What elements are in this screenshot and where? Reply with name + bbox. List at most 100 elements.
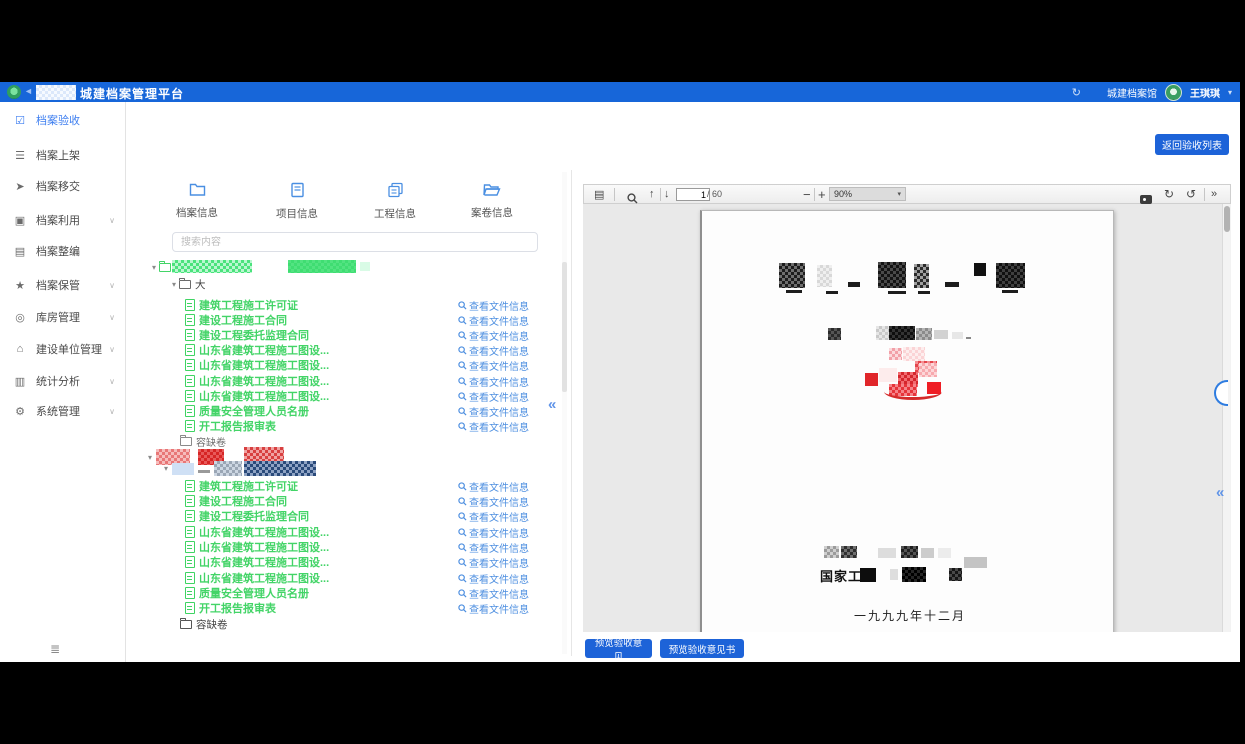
sidebar-item-archive-keeping[interactable]: ★ 档案保管 ∨ (0, 277, 125, 293)
back-to-list-button[interactable]: 返回验收列表 (1155, 134, 1229, 155)
sidebar-collapse-icon[interactable]: ≣ (50, 642, 61, 656)
tree-subfolder-1[interactable]: ▾ 大 (172, 277, 547, 291)
file-link[interactable]: 开工报告报审表 (199, 421, 276, 433)
zoom-in-icon[interactable]: + (818, 186, 826, 202)
file-link[interactable]: 建设工程委托监理合同 (199, 511, 309, 523)
pdf-viewer[interactable]: 国家工 一九九九年十二月 « (583, 204, 1231, 632)
view-file-info-link[interactable]: 查看文件信息 (458, 389, 529, 404)
more-tools-icon[interactable]: » (1211, 188, 1218, 200)
view-file-info-link[interactable]: 查看文件信息 (458, 525, 529, 540)
next-page-icon[interactable]: ↓ (664, 188, 670, 200)
file-link[interactable]: 建筑工程施工许可证 (199, 481, 298, 493)
redacted-line-block (828, 328, 841, 340)
view-file-info-link[interactable]: 查看文件信息 (458, 540, 529, 555)
sidebar-item-archive-acceptance[interactable]: ☑ 档案验收 (0, 112, 125, 128)
tree-missing-folder-2[interactable]: 容缺卷 (180, 617, 555, 631)
missing-folder-label: 容缺卷 (196, 437, 226, 449)
pdf-scrollbar-thumb[interactable] (1224, 206, 1230, 232)
zoom-select[interactable]: 90% ▾ (829, 187, 906, 201)
file-link[interactable]: 开工报告报审表 (199, 603, 276, 615)
view-file-info-link[interactable]: 查看文件信息 (458, 298, 529, 313)
top-header-bar: ◄ 城建档案管理平台 ↻ 城建档案馆 王琪琪 ▾ (0, 82, 1240, 102)
right-drawer-tab[interactable] (1214, 380, 1228, 406)
tab-archive-info[interactable]: 档案信息 (165, 182, 229, 220)
sidebar-item-archive-use[interactable]: ▣ 档案利用 ∨ (0, 212, 125, 228)
sidebar-item-stats-analysis[interactable]: ▥ 统计分析 ∨ (0, 373, 125, 389)
file-link[interactable]: 山东省建筑工程施工图设... (199, 527, 330, 539)
collapse-tree-panel-icon[interactable]: « (548, 396, 557, 413)
sidebar-item-archive-compile[interactable]: ▤ 档案整编 (0, 243, 125, 259)
redacted-project-name (156, 449, 190, 465)
collapse-right-panel-icon[interactable]: « (1216, 484, 1225, 501)
preview-acceptance-letter-button[interactable]: 预览验收意见书 (660, 639, 744, 658)
pdf-scrollbar[interactable] (1222, 204, 1231, 632)
avatar[interactable] (1164, 83, 1182, 101)
search-input[interactable] (172, 232, 538, 252)
tree-scrollbar[interactable] (562, 172, 567, 654)
sidebar-item-system-mgmt[interactable]: ⚙ 系统管理 ∨ (0, 403, 125, 419)
tab-project-info[interactable]: 项目信息 (265, 182, 329, 221)
file-link[interactable]: 山东省建筑工程施工图设... (199, 345, 330, 357)
view-file-info-link[interactable]: 查看文件信息 (458, 374, 529, 389)
search-icon[interactable] (627, 189, 638, 207)
view-file-info-link[interactable]: 查看文件信息 (458, 343, 529, 358)
tree-root-project-2[interactable]: ▾ (148, 447, 523, 465)
tab-case-file-info[interactable]: 案卷信息 (460, 182, 524, 220)
file-link[interactable]: 山东省建筑工程施工图设... (199, 573, 330, 585)
file-link[interactable]: 建筑工程施工许可证 (199, 300, 298, 312)
caret-down-icon[interactable]: ▾ (148, 452, 153, 462)
caret-down-icon[interactable]: ▾ (164, 464, 169, 473)
sidebar-item-archive-transfer[interactable]: ➤ 档案移交 (0, 178, 125, 194)
refresh-icon[interactable]: ↻ (1071, 86, 1081, 99)
tree-file-row: 建设工程委托监理合同 查看文件信息 (185, 509, 560, 524)
view-file-info-link[interactable]: 查看文件信息 (458, 586, 529, 601)
view-file-info-link[interactable]: 查看文件信息 (458, 494, 529, 509)
sidebar-toggle-icon[interactable]: ▤ (594, 188, 605, 201)
redacted-issuer-block (949, 568, 962, 581)
file-link[interactable]: 山东省建筑工程施工图设... (199, 360, 330, 372)
rotate-counterclockwise-icon[interactable]: ↺ (1186, 187, 1197, 201)
file-link[interactable]: 质量安全管理人员名册 (199, 406, 309, 418)
user-name[interactable]: 王琪琪 (1189, 88, 1220, 100)
file-link[interactable]: 山东省建筑工程施工图设... (199, 376, 330, 388)
file-link[interactable]: 建设工程委托监理合同 (199, 330, 309, 342)
tree-missing-folder-1[interactable]: 容缺卷 (180, 434, 555, 449)
view-file-info-link[interactable]: 查看文件信息 (458, 571, 529, 586)
view-file-info-link[interactable]: 查看文件信息 (458, 419, 529, 434)
view-file-info-link[interactable]: 查看文件信息 (458, 509, 529, 524)
tab-engineering-info[interactable]: 工程信息 (363, 182, 427, 221)
sidebar-item-archive-shelving[interactable]: ☰ 档案上架 (0, 147, 125, 163)
tree-root-project-1[interactable]: ▾ (152, 260, 527, 274)
view-file-info-link[interactable]: 查看文件信息 (458, 404, 529, 419)
sidebar-item-unit-mgmt[interactable]: ⌂ 建设单位管理 ∨ (0, 341, 125, 357)
zoom-out-icon[interactable]: − (803, 186, 811, 202)
view-file-info-link[interactable]: 查看文件信息 (458, 313, 529, 328)
page-number-input[interactable] (676, 188, 710, 201)
tree-subfolder-2[interactable]: ▾ (164, 461, 539, 476)
tree-scrollbar-thumb[interactable] (562, 262, 567, 392)
user-menu-caret-icon[interactable]: ▾ (1227, 87, 1232, 97)
view-file-info-label: 查看文件信息 (469, 392, 529, 404)
file-link[interactable]: 山东省建筑工程施工图设... (199, 557, 330, 569)
file-link[interactable]: 质量安全管理人员名册 (199, 588, 309, 600)
view-file-info-link[interactable]: 查看文件信息 (458, 358, 529, 373)
caret-down-icon[interactable]: ▾ (172, 279, 177, 289)
tab-label: 项目信息 (276, 208, 318, 220)
caret-down-icon[interactable]: ▾ (152, 262, 157, 272)
file-link[interactable]: 建设工程施工合同 (199, 496, 287, 508)
file-icon (185, 359, 195, 371)
sidebar-item-storeroom-mgmt[interactable]: ◎ 库房管理 ∨ (0, 309, 125, 325)
view-file-info-link[interactable]: 查看文件信息 (458, 479, 529, 494)
view-file-info-link[interactable]: 查看文件信息 (458, 555, 529, 570)
file-link[interactable]: 建设工程施工合同 (199, 315, 287, 327)
rotate-clockwise-icon[interactable]: ↻ (1164, 187, 1175, 201)
sidebar-nav: ☑ 档案验收 ☰ 档案上架 ➤ 档案移交 ▣ 档案利用 ∨ ▤ 档案整编 ★ 档… (0, 102, 126, 662)
file-icon (185, 556, 195, 568)
view-file-info-link[interactable]: 查看文件信息 (458, 328, 529, 343)
file-link[interactable]: 山东省建筑工程施工图设... (199, 542, 330, 554)
previous-page-icon[interactable]: ↑ (649, 188, 655, 200)
print-icon[interactable] (1140, 190, 1152, 208)
preview-acceptance-opinion-button[interactable]: 预览验收意见 (585, 638, 652, 662)
view-file-info-link[interactable]: 查看文件信息 (458, 601, 529, 616)
file-link[interactable]: 山东省建筑工程施工图设... (199, 391, 330, 403)
